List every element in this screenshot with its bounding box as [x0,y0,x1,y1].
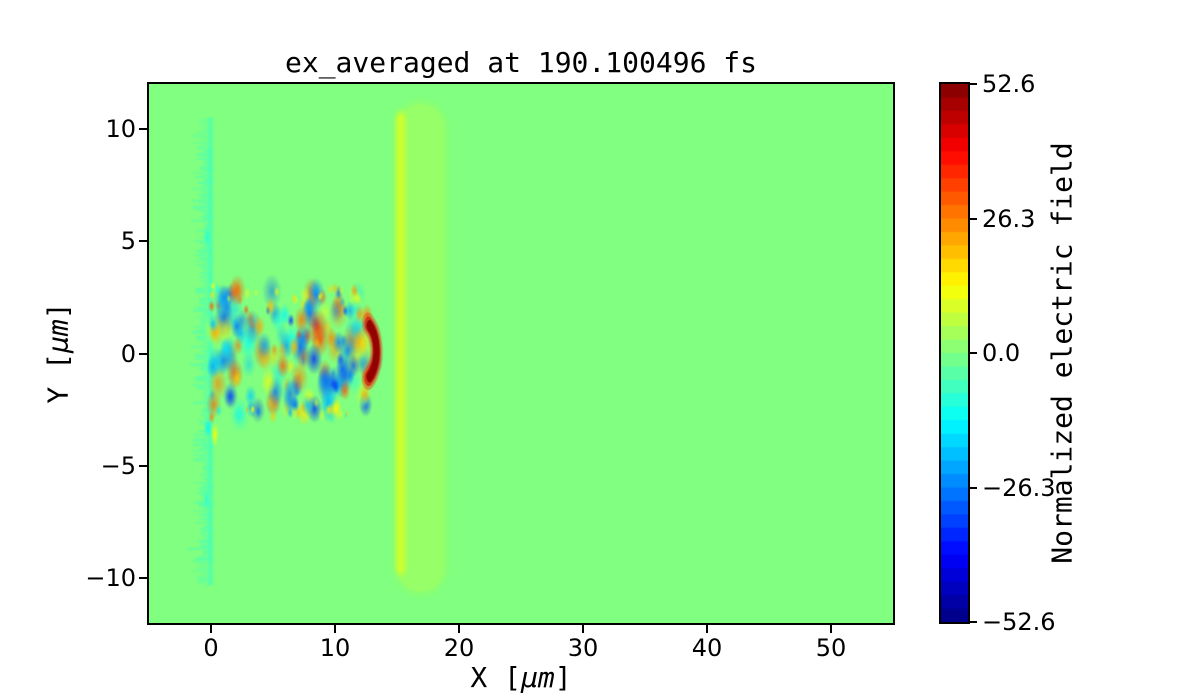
y-tick-mark [139,240,147,243]
y-tick-mark [139,464,147,467]
x-tick-label: 30 [567,634,599,662]
x-axis-label-unit: μm [521,661,555,694]
y-tick-mark [139,577,147,580]
y-axis-label-pre: Y [ [41,353,75,404]
x-axis-label-pre: X [ [470,661,521,694]
y-tick-mark [139,352,147,355]
x-axis-label: X [μm] [149,661,893,694]
x-tick-mark [830,625,832,633]
heatmap-plot-area [149,84,893,623]
colorbar-tick-mark [970,352,977,354]
y-axis-label-post: ] [41,302,75,320]
y-tick-label: 10 [105,114,136,143]
colorbar-tick-label: −52.6 [982,608,1056,636]
x-tick-label: 50 [815,634,847,662]
x-tick-mark [458,625,460,633]
y-tick-label: 0 [120,339,136,368]
x-tick-mark [582,625,584,633]
colorbar-tick-label: 0.0 [982,339,1021,367]
y-tick-mark [139,127,147,130]
colorbar-tick-mark [970,217,977,220]
colorbar-tick-label: −26.3 [982,473,1056,502]
y-axis-label: Y [μm] [42,302,75,403]
y-tick-label: 5 [120,227,136,256]
y-tick-label: −5 [100,451,136,480]
colorbar-tick-mark [970,83,977,85]
plot-title: ex_averaged at 190.100496 fs [284,46,757,79]
y-axis-label-unit: μm [41,319,75,353]
x-tick-mark [334,625,336,633]
x-tick-label: 10 [319,634,351,662]
colorbar [941,84,968,622]
x-tick-label: 0 [203,634,219,662]
colorbar-tick-mark [970,621,977,623]
x-tick-label: 20 [443,634,475,662]
x-axis-label-post: ] [554,661,572,694]
y-tick-label: −10 [85,564,136,593]
colorbar-tick-mark [970,486,977,489]
x-tick-mark [706,625,708,633]
x-tick-label: 40 [691,634,723,662]
colorbar-tick-label: 26.3 [982,204,1036,233]
x-tick-mark [210,625,212,633]
colorbar-label: Normalized electric field [1045,142,1079,564]
colorbar-tick-label: 52.6 [982,70,1036,98]
